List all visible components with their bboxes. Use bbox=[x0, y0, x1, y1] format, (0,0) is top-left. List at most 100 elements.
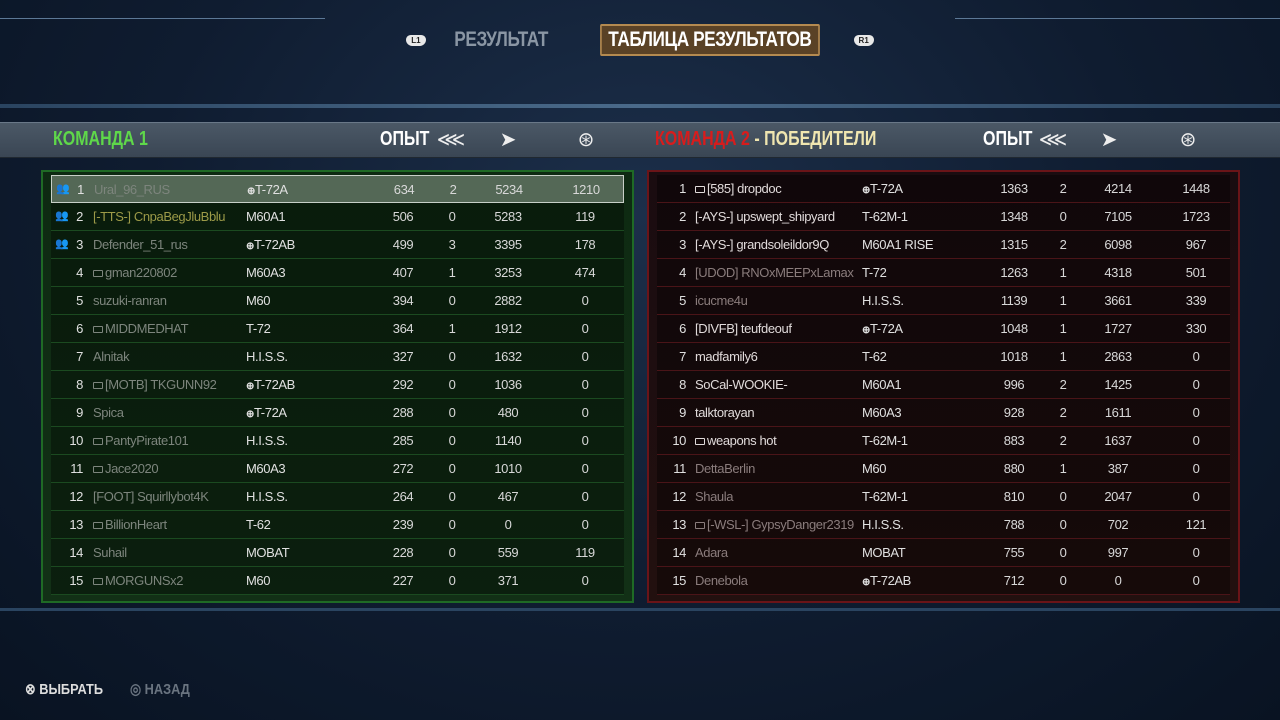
assist-value: 0 bbox=[581, 489, 589, 504]
player-row[interactable]: 13 BillionHeart T-62 239 0 0 0 bbox=[51, 511, 624, 539]
r1-button-icon[interactable]: R1 bbox=[853, 34, 874, 46]
player-row[interactable]: 15 MORGUNSx2 M60 227 0 371 0 bbox=[51, 567, 624, 595]
tank-cell: H.I.S.S. bbox=[862, 517, 904, 532]
player-row[interactable]: 13 [-WSL-] GypsyDanger2319 H.I.S.S. 788 0 702… bbox=[657, 511, 1230, 539]
player-row[interactable]: 14 Suhail MOBAT 228 0 559 119 bbox=[51, 539, 624, 567]
player-row[interactable]: 6 [DIVFB] teufdeouf ⊕T-72A 1048 1 1727 330 bbox=[657, 315, 1230, 343]
tank-cell: M60 bbox=[862, 461, 886, 476]
select-button[interactable]: ⊗ ВЫБРАТЬ bbox=[25, 680, 103, 698]
player-row[interactable]: 7 madfamily6 T-62 1018 1 2863 0 bbox=[657, 343, 1230, 371]
exp-value: 928 bbox=[1003, 405, 1025, 420]
emblem-icon: ⊕ bbox=[246, 241, 254, 252]
assist-value: 1210 bbox=[572, 182, 600, 197]
assist-value: 0 bbox=[1192, 377, 1200, 392]
tank-name: T-72AB bbox=[253, 377, 295, 392]
player-name-cell: talktorayan bbox=[695, 405, 755, 420]
tank-cell: M60A3 bbox=[246, 461, 286, 476]
tank-cell: H.I.S.S. bbox=[246, 349, 288, 364]
tank-cell: H.I.S.S. bbox=[862, 293, 904, 308]
player-row[interactable]: 7 Alnitak H.I.S.S. 327 0 1632 0 bbox=[51, 343, 624, 371]
player-name: Ural_96_RUS bbox=[94, 182, 170, 197]
tank-cell: M60A1 bbox=[862, 377, 902, 392]
damage-icon: ➤ bbox=[1100, 129, 1118, 151]
player-row[interactable]: 9 Spica ⊕T-72A 288 0 480 0 bbox=[51, 399, 624, 427]
assist-value: 0 bbox=[581, 349, 589, 364]
player-rank: 4 bbox=[679, 265, 686, 280]
player-rank: 13 bbox=[69, 517, 83, 532]
player-name: Alnitak bbox=[93, 349, 130, 364]
tank-name: T-72A bbox=[254, 182, 288, 197]
damage-value: 1611 bbox=[1104, 405, 1132, 420]
damage-value: 1036 bbox=[494, 377, 522, 392]
player-row[interactable]: 👥 1 Ural_96_RUS ⊕T-72A 634 2 5234 1210 bbox=[51, 175, 624, 203]
kills-value: 1 bbox=[448, 265, 456, 280]
exp-value: 272 bbox=[392, 461, 414, 476]
player-row[interactable]: 12 [FOOT] Squirllybot4K H.I.S.S. 264 0 467 0 bbox=[51, 483, 624, 511]
player-rank: 5 bbox=[76, 293, 83, 308]
player-row[interactable]: 3 [-AYS-] grandsoleildor9Q M60A1 RISE 1315 2… bbox=[657, 231, 1230, 259]
player-row[interactable]: 5 suzuki-ranran M60 394 0 2882 0 bbox=[51, 287, 624, 315]
player-name: Jace2020 bbox=[105, 461, 159, 476]
player-row[interactable]: 8 [MOTB] TKGUNN92 ⊕T-72AB 292 0 1036 0 bbox=[51, 371, 624, 399]
player-row[interactable]: 10 weapons hot T-62M-1 883 2 1637 0 bbox=[657, 427, 1230, 455]
assist-value: 1723 bbox=[1182, 209, 1210, 224]
player-row[interactable]: 4 gman220802 M60A3 407 1 3253 474 bbox=[51, 259, 624, 287]
assist-value: 0 bbox=[1192, 405, 1200, 420]
l1-button-icon[interactable]: L1 bbox=[406, 34, 426, 46]
tab-scoreboard[interactable]: ТАБЛИЦА РЕЗУЛЬТАТОВ bbox=[599, 24, 820, 56]
exp-value: 227 bbox=[392, 573, 414, 588]
damage-value: 1637 bbox=[1104, 433, 1132, 448]
player-name: [-WSL-] GypsyDanger2319 bbox=[707, 517, 854, 532]
tank-name: T-62 bbox=[246, 517, 271, 532]
player-row[interactable]: 4 [UDOD] RNOxMEEPxLamax T-72 1263 1 4318 501 bbox=[657, 259, 1230, 287]
player-row[interactable]: 10 PantyPirate101 H.I.S.S. 285 0 1140 0 bbox=[51, 427, 624, 455]
player-row[interactable]: 15 Denebola ⊕T-72AB 712 0 0 0 bbox=[657, 567, 1230, 595]
player-name-cell: Ural_96_RUS bbox=[94, 182, 170, 197]
player-row[interactable]: 11 DettaBerlin M60 880 1 387 0 bbox=[657, 455, 1230, 483]
tank-name: T-72A bbox=[869, 181, 903, 196]
player-row[interactable]: 14 Adara MOBAT 755 0 997 0 bbox=[657, 539, 1230, 567]
team2-table: 1 [585] dropdoc ⊕T-72A 1363 2 4214 1448 2 [-AYS-… bbox=[647, 170, 1240, 603]
cross-button-icon: ⊗ bbox=[25, 681, 40, 698]
damage-value: 1010 bbox=[494, 461, 522, 476]
tab-result[interactable]: РЕЗУЛЬТАТ bbox=[453, 28, 548, 51]
player-row[interactable]: 👥 3 Defender_51_rus ⊕T-72AB 499 3 3395 178 bbox=[51, 231, 624, 259]
platoon-icon: 👥 bbox=[55, 210, 69, 222]
damage-value: 3661 bbox=[1104, 293, 1132, 308]
player-row[interactable]: 5 icucme4u H.I.S.S. 1139 1 3661 339 bbox=[657, 287, 1230, 315]
divider bbox=[0, 608, 1280, 611]
player-row[interactable]: 12 Shaula T-62M-1 810 0 2047 0 bbox=[657, 483, 1230, 511]
back-button[interactable]: ◎ НАЗАД bbox=[130, 680, 190, 698]
monitor-icon bbox=[695, 522, 705, 529]
damage-value: 1727 bbox=[1104, 321, 1132, 336]
player-rank: 2 bbox=[76, 209, 83, 224]
assist-value: 0 bbox=[1192, 489, 1200, 504]
exp-value: 228 bbox=[392, 545, 414, 560]
player-row[interactable]: 8 SoCal-WOOKIE- M60A1 996 2 1425 0 bbox=[657, 371, 1230, 399]
exp-value: 288 bbox=[392, 405, 414, 420]
player-row[interactable]: 9 talktorayan M60A3 928 2 1611 0 bbox=[657, 399, 1230, 427]
exp-value: 712 bbox=[1003, 573, 1025, 588]
tank-name: T-62M-1 bbox=[862, 209, 908, 224]
player-rank: 3 bbox=[679, 237, 686, 252]
tank-name: H.I.S.S. bbox=[246, 489, 288, 504]
team2-exp-header: ОПЫТ bbox=[983, 128, 1033, 150]
kills-value: 2 bbox=[1059, 405, 1067, 420]
header-bar bbox=[0, 122, 1280, 158]
kills-value: 0 bbox=[448, 517, 456, 532]
damage-value: 702 bbox=[1107, 517, 1129, 532]
tank-cell: M60 bbox=[246, 573, 270, 588]
player-row[interactable]: 👥 2 [-TTS-] CnpaBegJluBblu M60A1 506 0 5283 119 bbox=[51, 203, 624, 231]
kills-value: 1 bbox=[1059, 461, 1067, 476]
player-row[interactable]: 1 [585] dropdoc ⊕T-72A 1363 2 4214 1448 bbox=[657, 175, 1230, 203]
player-row[interactable]: 6 MIDDMEDHAT T-72 364 1 1912 0 bbox=[51, 315, 624, 343]
player-name-cell: [UDOD] RNOxMEEPxLamax bbox=[695, 265, 854, 280]
player-name: [DIVFB] teufdeouf bbox=[695, 321, 792, 336]
tank-name: MOBAT bbox=[246, 545, 290, 560]
player-rank: 6 bbox=[679, 321, 686, 336]
player-name: madfamily6 bbox=[695, 349, 758, 364]
tank-name: M60A1 bbox=[862, 377, 902, 392]
player-row[interactable]: 2 [-AYS-] upswept_shipyard T-62M-1 1348 0 710… bbox=[657, 203, 1230, 231]
player-row[interactable]: 11 Jace2020 M60A3 272 0 1010 0 bbox=[51, 455, 624, 483]
player-rank: 8 bbox=[76, 377, 83, 392]
